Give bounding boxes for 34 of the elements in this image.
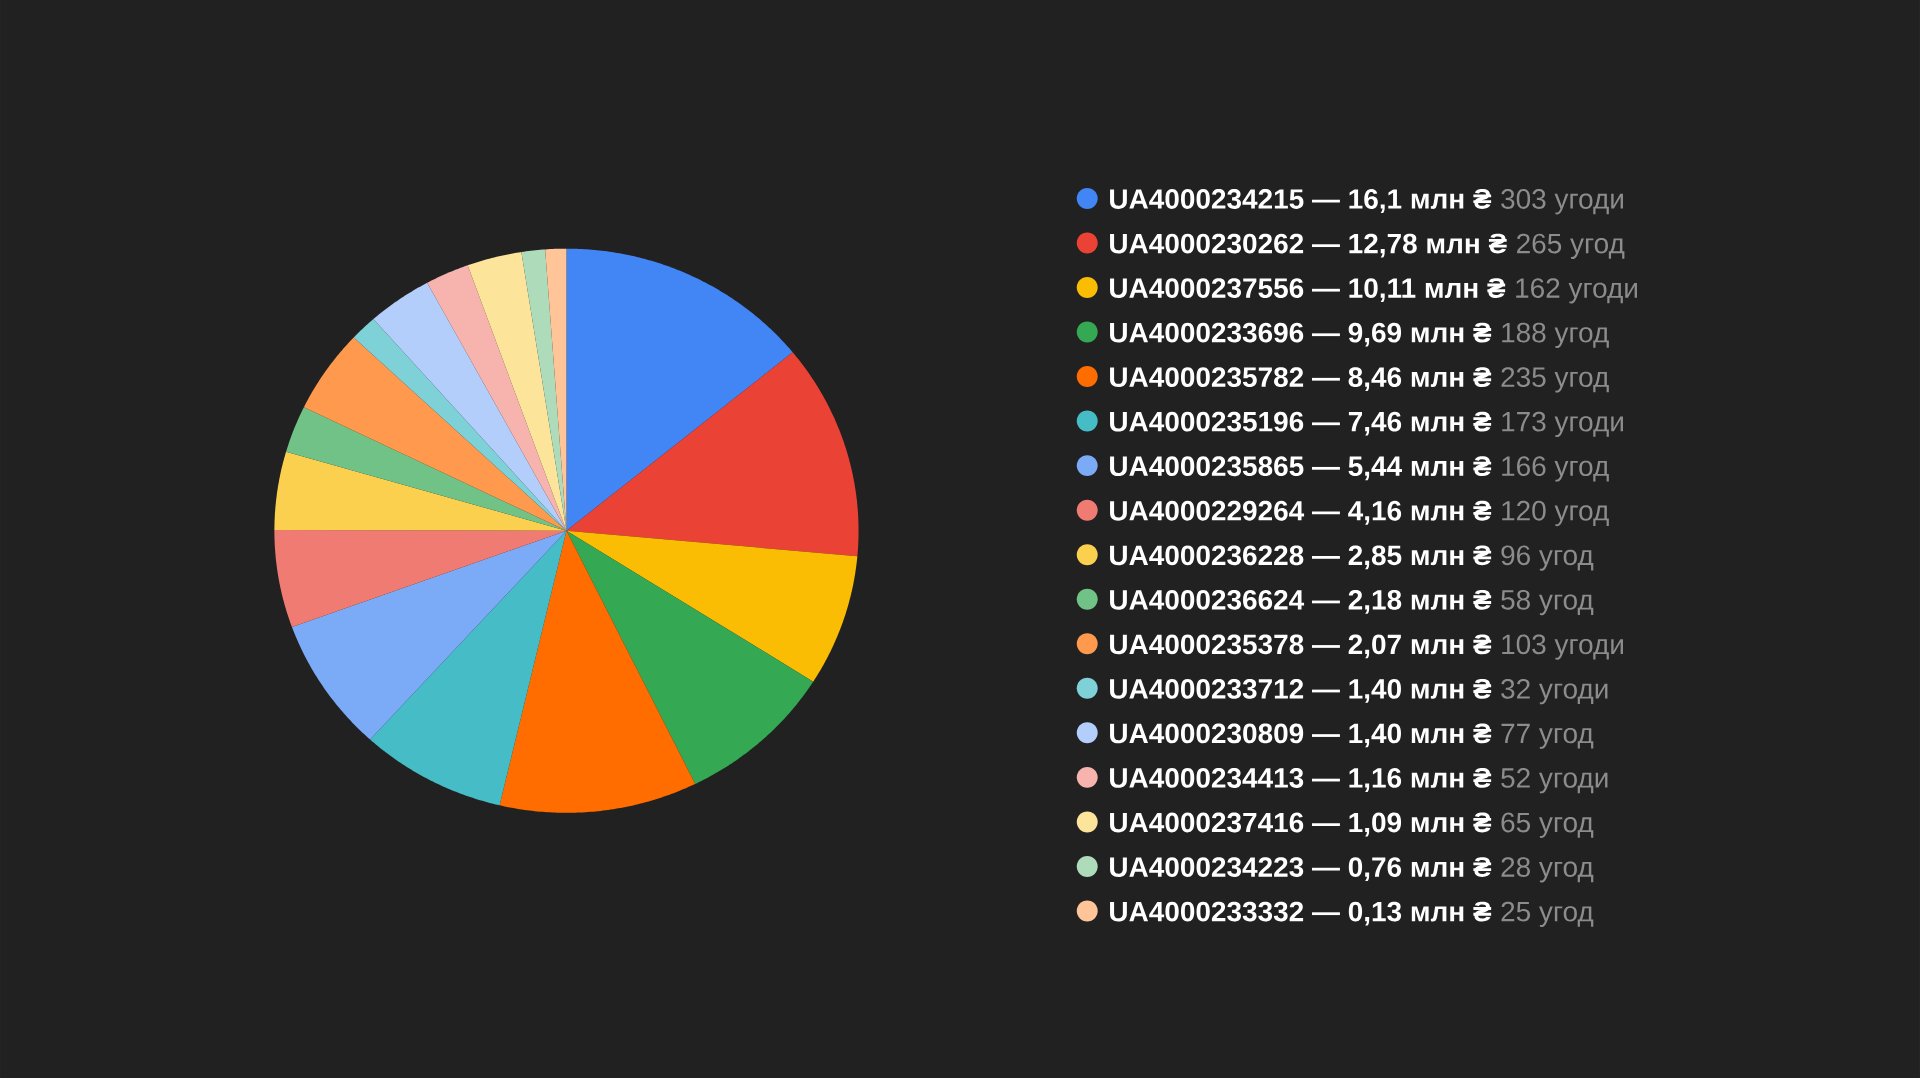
- legend-label: UA4000234215 — 16,1 млн ₴: [1110, 188, 1492, 213]
- legend-label: UA4000230809 — 1,40 млн ₴: [1110, 723, 1492, 748]
- legend-label: UA4000233712 — 1,40 млн ₴: [1110, 678, 1492, 703]
- legend-label: UA4000234223 — 0,76 млн ₴: [1110, 856, 1492, 881]
- data-label: 32 угоди: [1501, 678, 1608, 705]
- data-label: 235 угод: [1501, 367, 1609, 393]
- data-label: 65 угод: [1501, 812, 1594, 838]
- data-label: 77 угод: [1501, 723, 1594, 749]
- data-label: 265 угод: [1517, 233, 1625, 259]
- legend-label: UA4000237416 — 1,09 млн ₴: [1110, 812, 1492, 837]
- data-label: 188 угод: [1502, 322, 1609, 348]
- legend-label: UA4000237556 — 10,11 млн ₴: [1110, 277, 1506, 302]
- legend-label: UA4000236228 — 2,85 млн ₴: [1110, 545, 1492, 569]
- legend-label: UA4000229264 — 4,16 млн ₴: [1110, 500, 1492, 525]
- data-label: 58 угод: [1501, 589, 1594, 616]
- legend-label: UA4000235378 — 2,07 млн ₴: [1110, 634, 1492, 659]
- data-label: 303 угоди: [1501, 188, 1623, 215]
- legend-label: UA4000234413 — 1,16 млн ₴: [1110, 767, 1492, 792]
- legend-label: UA4000235865 — 5,44 млн ₴: [1110, 456, 1492, 480]
- data-label: 166 угод: [1502, 456, 1609, 482]
- data-label: 120 угод: [1502, 500, 1609, 526]
- data-label: 28 угод: [1501, 856, 1594, 883]
- legend-label: UA4000230262 — 12,78 млн ₴: [1110, 233, 1507, 258]
- data-label: 103 угоди: [1502, 634, 1623, 660]
- data-label: 162 угоди: [1516, 277, 1637, 304]
- data-label: 96 угод: [1501, 545, 1594, 571]
- legend-label: UA4000236624 — 2,18 млн ₴: [1110, 589, 1492, 614]
- legend-label: UA4000235782 — 8,46 млн ₴: [1110, 367, 1492, 391]
- legend-label: UA4000233696 — 9,69 млн ₴: [1110, 322, 1492, 347]
- legend-label: UA4000233332 — 0,13 млн ₴: [1110, 901, 1492, 926]
- data-label: 173 угоди: [1502, 411, 1623, 437]
- data-label: 52 угоди: [1501, 767, 1608, 794]
- data-label: 25 угод: [1501, 901, 1594, 927]
- legend-label: UA4000235196 — 7,46 млн ₴: [1110, 411, 1492, 436]
